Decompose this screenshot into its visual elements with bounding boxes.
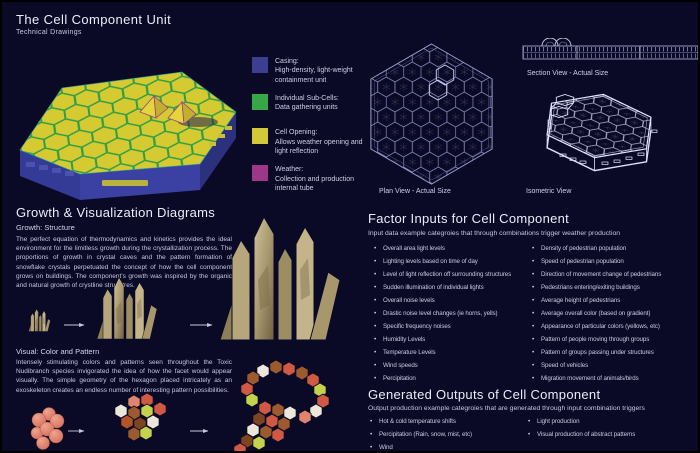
plan-view-label: Plan View - Actual Size [379,188,451,195]
legend-desc: High-density, light-weight containment u… [275,67,353,84]
outputs-heading: Generated Outputs of Cell Component [368,387,601,402]
legend-title: Cell Opening: [275,129,318,137]
growth-section-heading: Growth & Visualization Diagrams [16,205,216,220]
legend-item-weather: Weather: Collection and production inter… [252,165,364,193]
weather-swatch [252,165,268,182]
bullet-item: Speed of vehicles [530,362,698,369]
crystal-growth-diagram [28,216,341,341]
legend: Casing: High-density, light-weight conta… [252,57,364,202]
outputs-column-1: Hot & cold temperature shifts Percipitati… [368,418,588,451]
bullet-item: Humidity Levels [372,336,530,343]
bullet-item: Wind [368,444,588,451]
bullet-item: Overall noise levels [372,297,530,304]
bullet-item: Speed of pedestrian population [530,258,698,265]
isometric-view-label: Isometric View [526,188,572,195]
cell-opening-swatch [252,128,268,145]
bullet-item: Direction of movement change of pedestri… [530,271,698,278]
bullet-item: Overall area light levels [372,245,530,252]
bullet-item: Average overall color (based on gradient… [530,310,698,317]
nudibranch-blob-cluster [30,407,65,450]
plan-view-wireframe [370,43,493,185]
legend-title: Casing: [275,58,299,65]
legend-desc: Allows weather opening and light reflect… [275,138,363,156]
bullet-item: Light production [526,418,696,425]
bullet-item: Drastic noise level changes (ie horns, y… [372,310,530,317]
factor-inputs-heading: Factor Inputs for Cell Component [368,211,570,226]
bullet-item: Specific frequency noises [372,323,530,330]
hex-cluster-small [114,392,167,442]
page-subtitle: Technical Drawings [16,29,82,36]
bullet-item: Temperature Levels [372,349,530,356]
bullet-item: Level of light reflection off surroundin… [372,271,530,278]
raised-cells-iso [549,94,575,118]
casing-slots [26,126,232,186]
visual-paragraph: Intensely stimulating colors and pattern… [16,359,232,394]
factor-inputs-column-1: Overall area light levels Lighting levels… [372,245,530,388]
cell-component-isometric-illustration [19,71,237,200]
growth-subheading: Growth: Structure [16,223,75,232]
bullet-item: Pedestrians entering/exiting buildings [530,284,698,291]
bullet-item: Pattern of people moving through groups [530,336,698,343]
legend-item-sub-cells: Individual Sub-Cells: Data gathering uni… [252,93,364,113]
color-pattern-diagram [30,359,330,451]
weather-pyramids [139,95,218,127]
bullet-item: Hot & cold temperature shifts [368,418,588,425]
bullet-item: Sudden illumination of individual lights [372,284,530,291]
bullet-item: Visual production of abstract patterns [526,431,696,438]
iso-side-slots [547,119,658,165]
section-view-wireframe [522,38,698,60]
bullet-item: Migration movement of animals/birds [530,375,698,382]
bullet-item: Average height of pedestrians [530,297,698,304]
legend-item-casing: Casing: High-density, light-weight conta… [252,57,364,85]
section-view-label: Section View - Actual Size [527,70,609,77]
bullet-item: Lighting levels based on time of day [372,258,530,265]
bullet-item: Percipitation (Rain, snow, mist, etc) [368,431,588,438]
bullet-item: Percipitation [372,375,530,382]
factor-inputs-column-2: Density of pedestrian population Speed of… [530,245,698,388]
legend-title: Individual Sub-Cells: [275,94,339,102]
crystal-stage-1 [28,309,51,332]
isometric-view-wireframe [544,87,658,190]
factor-inputs-subtitle: Input data example categroies that throu… [368,230,621,237]
legend-desc: Collection and production internal tube [275,175,354,192]
casing-swatch [252,57,268,73]
hex-cluster-large [233,359,330,451]
bullet-item: Appearance of particular colors (yellows… [530,323,698,330]
raised-cells-plan [428,64,455,101]
casing-right-face [200,112,236,190]
bullet-item: Wind speeds [372,362,530,369]
visual-subheading: Visual: Color and Pattern [16,347,100,356]
page-title: The Cell Component Unit [16,12,172,27]
bullet-item: Pattern of groups passing under structur… [530,349,698,356]
growth-paragraph: The perfect equation of thermodynamics a… [16,236,232,290]
legend-title: Weather: [275,166,304,174]
legend-desc: Data gathering units [275,104,338,112]
crystal-stage-2 [96,277,158,340]
bullet-item: Density of pedestrian population [530,245,698,252]
outputs-subtitle: Output production example categroies tha… [368,405,645,412]
crystal-stage-3 [219,216,341,341]
sub-cells-swatch [252,93,268,110]
legend-item-cell-opening: Cell Opening: Allows weather opening and… [252,128,364,156]
outputs-column-2: Light production Visual production of abs… [526,418,696,444]
